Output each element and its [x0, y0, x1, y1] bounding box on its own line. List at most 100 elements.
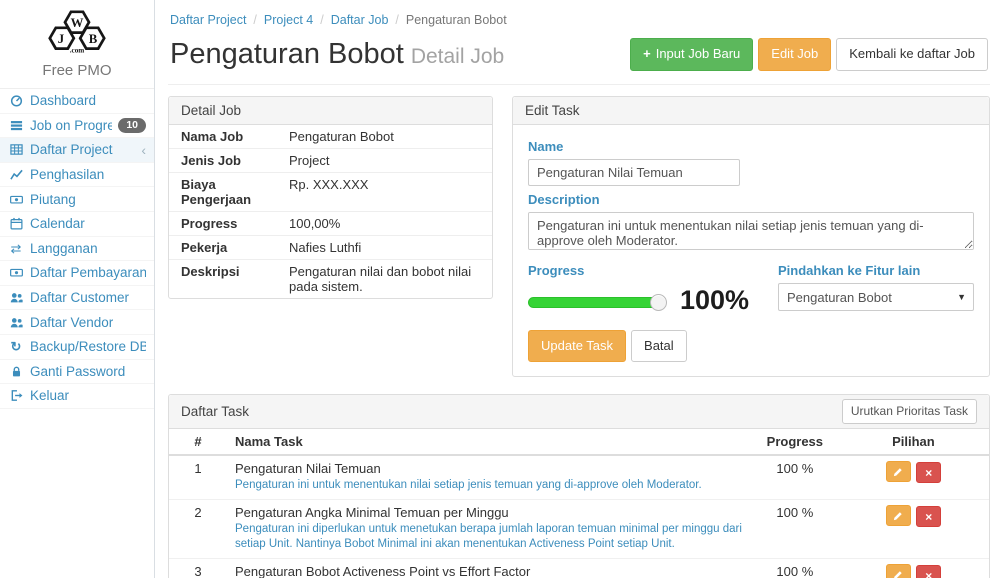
detail-row-pekerja: Pekerja Nafies Luthfi [169, 236, 492, 260]
edit-task-button[interactable] [885, 563, 911, 578]
progress-slider-fill [529, 298, 659, 307]
batal-button[interactable]: Batal [631, 330, 687, 363]
progress-block: Progress 100% [528, 257, 778, 316]
sidebar: W J B .com Free PMO Dashboard Job on Pro… [0, 0, 155, 578]
sidebar-item-label: Daftar Vendor [30, 314, 114, 330]
detail-job-panel: Detail Job Nama Job Pengaturan Bobot Jen… [168, 96, 493, 299]
svg-text:.com: .com [70, 47, 85, 55]
edit-task-button[interactable] [885, 460, 911, 482]
move-feature-select[interactable]: Pengaturan Bobot [778, 283, 974, 311]
sidebar-item-dashboard[interactable]: Dashboard [0, 89, 154, 114]
column-header-pilihan: Pilihan [837, 428, 989, 456]
form-buttons: Update Task Batal [528, 330, 974, 363]
breadcrumb-current: Pengaturan Bobot [405, 13, 507, 27]
urutkan-prioritas-task-button-top[interactable]: Urutkan Prioritas Task [841, 399, 977, 424]
sidebar-item-daftar-customer[interactable]: Daftar Customer [0, 286, 154, 311]
sidebar-item-daftar-vendor[interactable]: Daftar Vendor [0, 310, 154, 335]
tasks-icon [8, 119, 24, 132]
chevron-left-icon: ‹ [141, 141, 146, 158]
breadcrumb-separator: / [253, 13, 257, 27]
edit-task-panel: Edit Task Name Description Pengaturan in… [512, 96, 990, 378]
task-name-input[interactable] [528, 159, 740, 186]
task-name: Pengaturan Bobot Activeness Point vs Eff… [235, 563, 531, 578]
sidebar-item-calendar[interactable]: Calendar [0, 212, 154, 237]
sidebar-item-label: Calendar [30, 216, 85, 232]
task-name: Pengaturan Nilai Temuan [235, 460, 381, 476]
jwb-hexagon-logo-icon: W J B .com [48, 10, 106, 55]
daftar-task-heading: Daftar Task Urutkan Prioritas Task [169, 395, 989, 429]
page-subtitle: Detail Job [410, 45, 505, 68]
sidebar-item-keluar[interactable]: Keluar [0, 384, 154, 409]
refresh-icon: ↻ [10, 339, 22, 355]
progress-slider-handle[interactable] [650, 294, 667, 311]
task-description-textarea[interactable]: Pengaturan ini untuk menentukan nilai se… [528, 212, 974, 250]
breadcrumb-separator: / [320, 13, 324, 27]
detail-row-deskripsi: Deskripsi Pengaturan nilai dan bobot nil… [181, 264, 472, 294]
detail-row-jenis-job: Jenis Job Project [169, 149, 492, 173]
dashboard-icon [8, 94, 24, 107]
svg-text:W: W [71, 16, 84, 30]
column-header-num: # [169, 428, 227, 456]
progress-slider[interactable] [528, 294, 667, 311]
breadcrumb-separator: / [395, 13, 399, 27]
job-count-badge: 10 [118, 117, 146, 134]
sidebar-item-label: Job on Progress [30, 117, 113, 133]
sign-out-icon [8, 389, 24, 402]
lock-icon [8, 365, 24, 378]
sidebar-item-langganan[interactable]: ⇄ Langganan [0, 237, 154, 262]
delete-task-button[interactable]: × [916, 506, 942, 527]
edit-task-panel-title: Edit Task [513, 97, 989, 125]
edit-task-form: Name Description Pengaturan ini untuk me… [513, 125, 989, 376]
sidebar-item-label: Dashboard [30, 93, 97, 109]
pencil-icon [893, 570, 902, 578]
daftar-task-panel-title: Daftar Task [181, 404, 250, 420]
detail-job-table: Nama Job Pengaturan Bobot Jenis Job Proj… [169, 125, 492, 298]
calendar-icon [8, 217, 24, 230]
kembali-ke-daftar-job-button[interactable]: Kembali ke daftar Job [836, 38, 988, 71]
task-progress: 100 % [751, 454, 838, 500]
sidebar-menu: Dashboard Job on Progress 10 Daftar Proj… [0, 89, 154, 409]
column-header-progress: Progress [751, 428, 838, 456]
breadcrumb-link-daftar-job[interactable]: Daftar Job [330, 13, 389, 27]
sidebar-item-label: Penghasilan [30, 167, 105, 183]
update-task-button[interactable]: Update Task [528, 330, 627, 363]
sidebar-item-label: Daftar Pembayaran [30, 265, 146, 281]
sidebar-item-penghasilan[interactable]: Penghasilan [0, 163, 154, 188]
page-title: Pengaturan Bobot [170, 38, 404, 70]
sidebar-item-label: Daftar Customer [30, 290, 130, 306]
delete-task-button[interactable]: × [916, 565, 942, 578]
sidebar-item-job-on-progress[interactable]: Job on Progress 10 [0, 114, 154, 139]
money-icon [8, 193, 24, 206]
retweet-icon: ⇄ [10, 240, 22, 256]
input-job-baru-button[interactable]: + Input Job Baru [630, 38, 754, 71]
main-content: Daftar Project / Project 4 / Daftar Job / Peng… [155, 0, 1000, 578]
sidebar-item-piutang[interactable]: Piutang [0, 187, 154, 212]
detail-row-progress: Progress 100,00% [169, 212, 492, 236]
sidebar-item-ganti-password[interactable]: Ganti Password [0, 360, 154, 385]
edit-task-button[interactable] [885, 504, 911, 526]
move-feature-label: Pindahkan ke Fitur lain [778, 263, 921, 278]
task-row: 2 Pengaturan Angka Minimal Temuan per Mi… [169, 499, 989, 559]
sidebar-item-backup-restore-db[interactable]: ↻ Backup/Restore DB [0, 335, 154, 360]
sidebar-item-daftar-pembayaran[interactable]: Daftar Pembayaran [0, 261, 154, 286]
pencil-icon [893, 468, 902, 477]
brand-logo[interactable]: W J B .com [0, 0, 154, 59]
detail-job-panel-title: Detail Job [169, 97, 492, 125]
progress-row: Progress 100% Pindahkan ke Fitur lain [528, 257, 974, 316]
task-description: Pengaturan ini untuk menentukan nilai se… [235, 478, 702, 491]
delete-task-button[interactable]: × [916, 462, 942, 484]
edit-job-button[interactable]: Edit Job [758, 38, 832, 71]
page-title-block: Pengaturan Bobot Detail Job [170, 38, 504, 71]
money-icon [8, 266, 24, 279]
sidebar-item-label: Piutang [30, 191, 76, 207]
svg-text:J: J [58, 32, 65, 46]
task-row: 1 Pengaturan Nilai Temuan Pengaturan ini… [169, 454, 989, 500]
sidebar-item-daftar-project[interactable]: Daftar Project ‹ [0, 138, 154, 163]
brand-name: Free PMO [0, 59, 154, 89]
breadcrumb-link-project-4[interactable]: Project 4 [263, 13, 314, 27]
breadcrumb-link-daftar-project[interactable]: Daftar Project [170, 13, 247, 27]
detail-row-biaya-pengerjaan: Biaya Pengerjaan Rp. XXX.XXX [169, 173, 492, 212]
panels-row: Detail Job Nama Job Pengaturan Bobot Jen… [168, 96, 990, 378]
daftar-task-panel: Daftar Task Urutkan Prioritas Task # Nam… [168, 394, 990, 578]
